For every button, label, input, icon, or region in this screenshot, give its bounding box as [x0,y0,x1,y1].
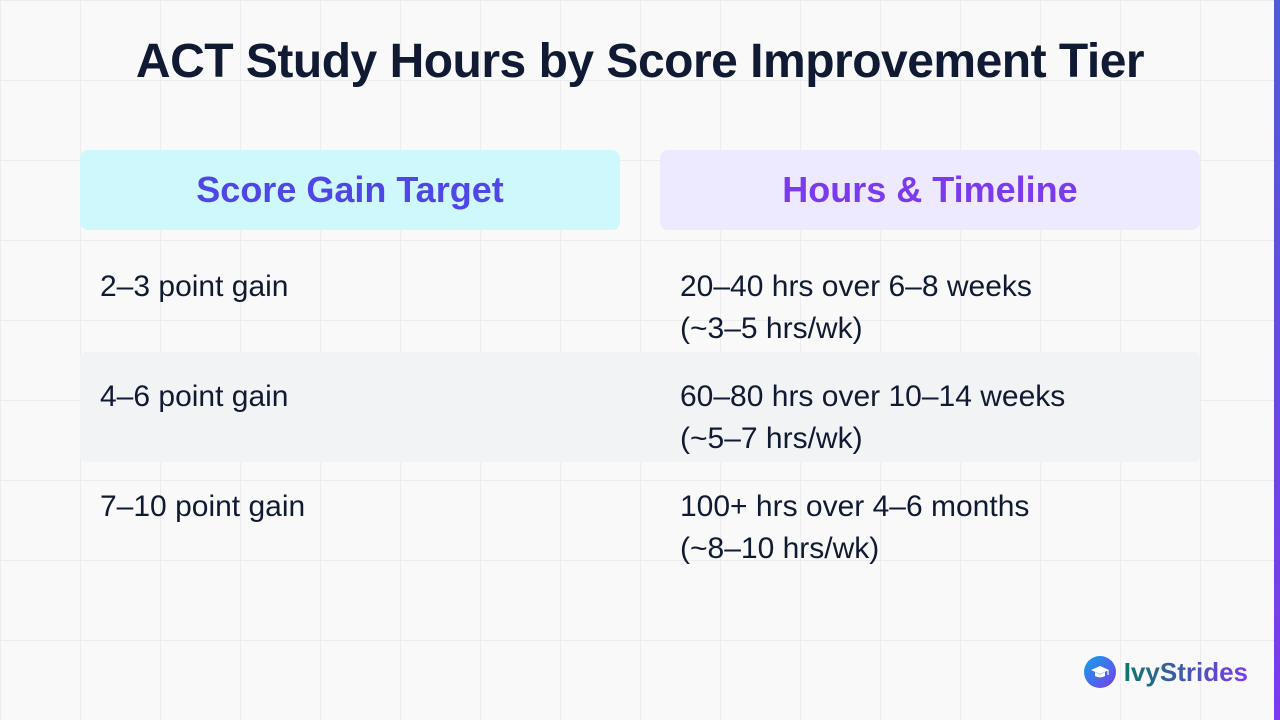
score-gain-cell: 2–3 point gain [100,270,289,303]
brand-name: IvyStrides [1123,656,1248,687]
header-score-gain-target: Score Gain Target [80,150,620,230]
pace-text: (~5–7 hrs/wk) [680,422,863,455]
pace-text: (~3–5 hrs/wk) [680,312,863,345]
table-header-row: Score Gain Target Hours & Timeline [80,150,1200,230]
score-gain-cell: 7–10 point gain [100,490,306,523]
page-title: ACT Study Hours by Score Improvement Tie… [135,35,1145,88]
hours-timeline-cell: 100+ hrs over 4–6 months (~8–10 hrs/wk) [680,486,1029,570]
hours-text: 60–80 hrs over 10–14 weeks [680,380,1066,413]
table-row: 2–3 point gain 20–40 hrs over 6–8 weeks … [80,242,1200,352]
score-gain-cell: 4–6 point gain [100,380,289,413]
hours-timeline-cell: 60–80 hrs over 10–14 weeks (~5–7 hrs/wk) [680,376,1065,460]
header-hours-timeline: Hours & Timeline [660,150,1200,230]
table-row: 4–6 point gain 60–80 hrs over 10–14 week… [80,352,1200,462]
hours-text: 100+ hrs over 4–6 months [680,490,1030,523]
hours-timeline-cell: 20–40 hrs over 6–8 weeks (~3–5 hrs/wk) [680,266,1032,350]
graduation-cap-icon [1083,656,1116,688]
table-row: 7–10 point gain 100+ hrs over 4–6 months… [80,462,1200,572]
hours-text: 20–40 hrs over 6–8 weeks [680,270,1032,303]
pace-text: (~8–10 hrs/wk) [680,532,880,565]
study-hours-table: Score Gain Target Hours & Timeline 2–3 p… [80,150,1200,572]
brand-logo: IvyStrides [1083,656,1248,688]
right-accent-bar [1274,0,1280,720]
